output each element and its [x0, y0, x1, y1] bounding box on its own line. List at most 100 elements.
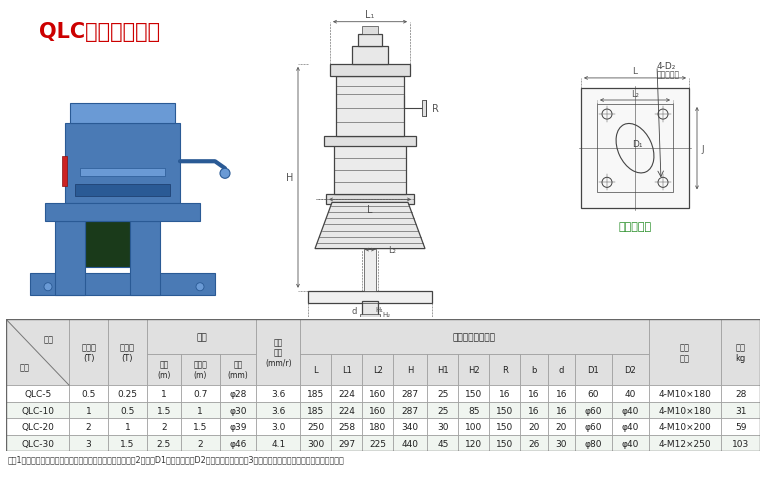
Text: D1: D1 [588, 365, 599, 374]
Polygon shape [315, 203, 425, 249]
Bar [324, 137, 416, 147]
Bar [181, 419, 219, 435]
Bar [6, 435, 70, 451]
Bar [721, 419, 760, 435]
Bar [458, 419, 490, 435]
Text: 224: 224 [338, 406, 355, 415]
Text: 180: 180 [369, 422, 387, 431]
Text: 4-M10×180: 4-M10×180 [659, 389, 711, 398]
Text: 型号: 型号 [20, 363, 30, 371]
Text: L: L [313, 365, 318, 374]
Bar [65, 124, 180, 204]
Text: 0.25: 0.25 [118, 389, 138, 398]
Bar [45, 204, 200, 222]
Text: 30: 30 [555, 439, 567, 447]
Bar [80, 169, 165, 177]
Bar [257, 435, 300, 451]
Text: D2: D2 [624, 365, 636, 374]
Bar [332, 386, 362, 402]
Text: 25: 25 [437, 389, 448, 398]
Text: φ40: φ40 [621, 439, 639, 447]
Text: d: d [558, 365, 564, 374]
Bar [649, 402, 721, 419]
Text: 160: 160 [369, 389, 387, 398]
Bar [362, 27, 378, 35]
Text: φ80: φ80 [584, 439, 602, 447]
Bar [597, 105, 673, 193]
Bar [612, 386, 649, 402]
Text: d: d [351, 306, 357, 316]
Text: 150: 150 [465, 389, 483, 398]
Bar [364, 249, 376, 291]
Text: φ60: φ60 [584, 422, 602, 431]
Circle shape [220, 169, 230, 179]
Text: 启门力
(T): 启门力 (T) [81, 343, 96, 362]
Bar [336, 77, 404, 137]
Text: 60: 60 [588, 389, 599, 398]
Bar [721, 320, 760, 386]
Text: 地脚
螺栓: 地脚 螺栓 [680, 343, 690, 362]
Text: 4-M10×200: 4-M10×200 [659, 422, 711, 431]
Bar [147, 419, 181, 435]
Text: 参数: 参数 [44, 335, 54, 344]
Text: QLC-5: QLC-5 [24, 389, 51, 398]
Text: 16: 16 [555, 406, 567, 415]
Bar [181, 354, 219, 386]
Text: 1.5: 1.5 [157, 406, 171, 415]
Bar [219, 435, 257, 451]
Text: φ40: φ40 [621, 422, 639, 431]
Bar [490, 386, 520, 402]
Text: 注：1、启闭速度指的是手柄转一圈闸门提升或下降的距离。2、参数D1是过螺杆孔，D2是二次浇注预留孔。3、用户确定订货型号后，请索取确切数据。: 注：1、启闭速度指的是手柄转一圈闸门提升或下降的距离。2、参数D1是过螺杆孔，D… [8, 455, 345, 464]
Bar [393, 419, 427, 435]
Bar [458, 435, 490, 451]
Text: 59: 59 [735, 422, 746, 431]
Bar [308, 291, 432, 303]
Bar [70, 402, 108, 419]
Bar [181, 435, 219, 451]
Bar [6, 402, 70, 419]
Text: 45: 45 [437, 439, 448, 447]
Bar [364, 318, 376, 323]
Text: 1: 1 [161, 389, 167, 398]
Bar [147, 354, 181, 386]
Text: 28: 28 [735, 389, 746, 398]
Text: 2: 2 [197, 439, 203, 447]
Text: 全长
(m): 全长 (m) [157, 360, 170, 379]
Text: b: b [532, 365, 537, 374]
Bar [362, 354, 393, 386]
Bar [490, 354, 520, 386]
Bar [108, 435, 147, 451]
Text: 85: 85 [468, 406, 480, 415]
Text: L₂: L₂ [388, 245, 396, 255]
Bar [721, 386, 760, 402]
Bar [219, 419, 257, 435]
Text: 3.6: 3.6 [271, 406, 286, 415]
Text: H₁: H₁ [375, 306, 383, 312]
Text: 26: 26 [529, 439, 539, 447]
Bar [427, 435, 458, 451]
Text: 250: 250 [307, 422, 324, 431]
Text: L1: L1 [342, 365, 351, 374]
Text: L₂: L₂ [631, 90, 639, 99]
Bar [721, 402, 760, 419]
Text: 2.5: 2.5 [157, 439, 171, 447]
Text: b: b [367, 330, 373, 339]
Text: 0.5: 0.5 [82, 389, 96, 398]
Bar [332, 402, 362, 419]
Bar [548, 419, 575, 435]
Text: 二期预留孔: 二期预留孔 [657, 70, 680, 79]
Bar [70, 320, 108, 386]
Text: φ60: φ60 [584, 406, 602, 415]
Bar [70, 419, 108, 435]
Text: L₁: L₁ [365, 10, 374, 20]
Bar [257, 320, 300, 386]
Bar [70, 435, 108, 451]
Text: R: R [432, 104, 439, 114]
Text: 185: 185 [307, 406, 325, 415]
Text: 1: 1 [125, 422, 131, 431]
Text: 287: 287 [402, 406, 419, 415]
Text: QLC-30: QLC-30 [21, 439, 54, 447]
Text: 螺纹长
(m): 螺纹长 (m) [193, 360, 207, 379]
Bar [362, 419, 393, 435]
Text: 0.5: 0.5 [120, 406, 134, 415]
